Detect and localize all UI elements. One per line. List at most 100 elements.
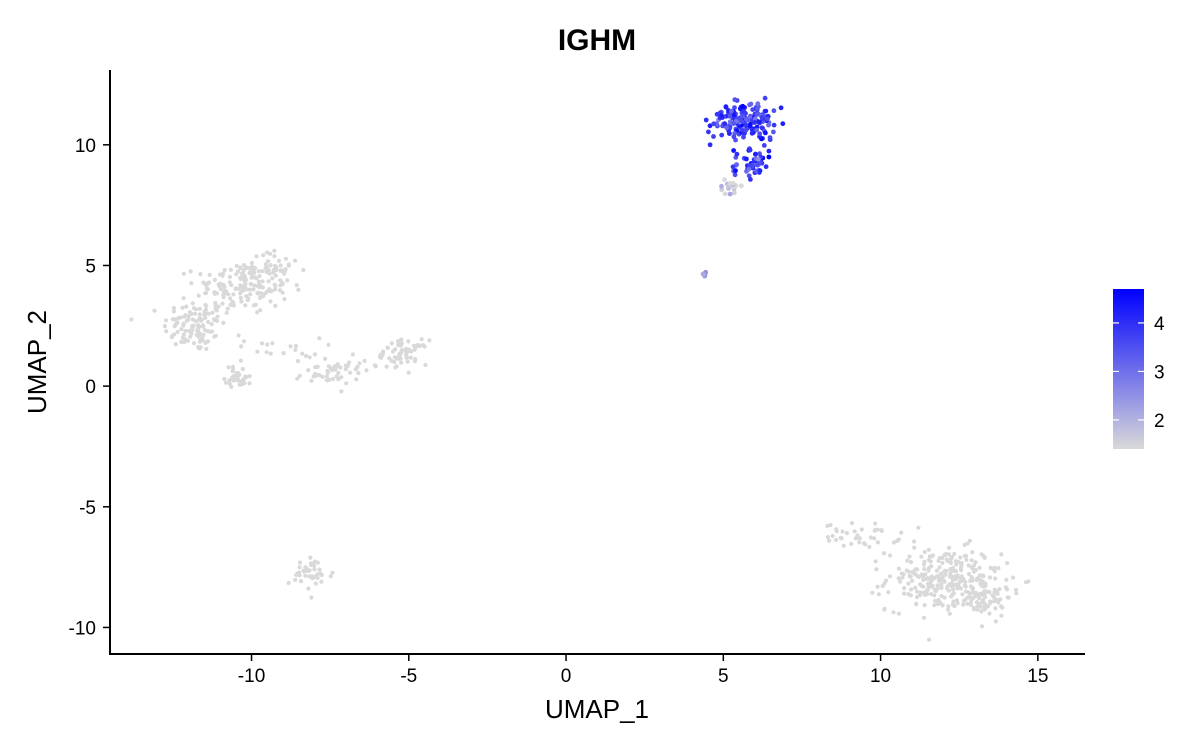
- cell-point: [904, 568, 909, 573]
- cell-point: [1005, 587, 1010, 592]
- cell-point: [943, 572, 948, 577]
- cell-point: [950, 566, 956, 571]
- cell-point: [203, 328, 208, 333]
- cell-point: [245, 298, 250, 303]
- cell-point: [188, 269, 193, 274]
- cell-point: [874, 567, 879, 572]
- cell-point: [973, 560, 978, 565]
- cell-point: [873, 521, 878, 526]
- cell-point: [891, 540, 897, 545]
- cell-point: [315, 572, 320, 577]
- cell-point: [740, 103, 746, 109]
- cell-point: [757, 119, 762, 125]
- cell-point: [969, 558, 974, 563]
- cell-point: [220, 301, 225, 306]
- cell-point: [212, 334, 217, 339]
- cell-point: [273, 284, 278, 289]
- cell-point: [979, 624, 985, 629]
- cell-point: [236, 333, 241, 338]
- cell-point: [197, 312, 202, 317]
- cell-point: [273, 303, 278, 308]
- cell-point: [719, 113, 724, 118]
- cell-point: [171, 306, 176, 311]
- cell-point: [258, 283, 263, 288]
- cell-point: [767, 135, 773, 141]
- cell-point: [747, 147, 753, 153]
- cell-point: [203, 307, 208, 312]
- cell-point: [912, 539, 917, 544]
- cell-point: [844, 531, 850, 536]
- cell-point: [210, 310, 215, 315]
- cell-point: [921, 615, 927, 620]
- cell-point: [293, 343, 298, 349]
- cell-point: [193, 307, 199, 312]
- cell-point: [247, 374, 252, 379]
- cell-point: [825, 523, 830, 529]
- cell-point: [259, 341, 265, 346]
- cell-point: [719, 183, 724, 189]
- cell-point: [966, 563, 971, 568]
- x-tick-label: -10: [238, 666, 265, 687]
- cell-point: [293, 577, 298, 583]
- cell-point: [734, 151, 740, 157]
- cell-point: [964, 557, 969, 562]
- cell-point: [354, 377, 359, 382]
- cell-point: [727, 191, 733, 197]
- cell-point: [827, 538, 832, 543]
- cell-point: [757, 168, 763, 174]
- cell-point: [753, 151, 758, 157]
- cell-point: [766, 148, 772, 154]
- cell-point: [278, 263, 283, 268]
- cell-point: [344, 381, 349, 386]
- cell-point: [339, 375, 344, 380]
- cell-point: [268, 251, 273, 256]
- y-axis-ticks: -10 -5 0 5 10: [69, 136, 110, 639]
- cell-point: [392, 359, 397, 365]
- cell-point: [958, 566, 964, 571]
- cell-point: [268, 299, 273, 304]
- cell-point: [270, 341, 275, 346]
- cell-point: [922, 566, 927, 572]
- cell-point: [923, 572, 928, 577]
- colorbar-tick-label: 2: [1154, 411, 1165, 432]
- cell-point: [258, 308, 263, 313]
- cell-point: [731, 134, 737, 140]
- cell-point: [908, 560, 914, 565]
- cell-point: [357, 361, 362, 366]
- cell-point: [882, 607, 887, 612]
- cell-point: [235, 269, 241, 274]
- cell-point: [285, 278, 290, 283]
- cell-point: [825, 535, 831, 540]
- cell-point: [178, 315, 183, 320]
- cell-point: [227, 280, 232, 285]
- cell-point: [940, 555, 945, 561]
- cell-point: [325, 368, 330, 373]
- cell-point: [286, 580, 291, 586]
- cell-point: [197, 324, 202, 329]
- cell-point: [852, 529, 857, 534]
- x-axis-ticks: -10 -5 0 5 10 15: [238, 654, 1048, 687]
- cell-point: [204, 286, 209, 291]
- cell-point: [765, 116, 770, 122]
- cell-point: [1014, 591, 1019, 596]
- cell-point: [206, 280, 212, 285]
- cell-point: [253, 302, 258, 307]
- colorbar-ticks: 2 3 4: [1113, 314, 1165, 432]
- cell-point: [230, 369, 235, 374]
- cell-point: [754, 127, 759, 133]
- cell-point: [756, 156, 761, 162]
- cell-point: [261, 253, 266, 258]
- cell-point: [939, 584, 944, 589]
- cell-point: [235, 378, 240, 383]
- cell-point: [875, 584, 880, 589]
- cell-point: [297, 373, 302, 378]
- cell-point: [247, 381, 252, 386]
- cell-point: [868, 535, 874, 540]
- cell-point: [163, 318, 169, 323]
- cell-point: [250, 273, 255, 278]
- cell-point: [419, 337, 424, 342]
- cell-point: [180, 305, 185, 310]
- cell-point: [185, 338, 190, 343]
- cell-point: [195, 328, 201, 333]
- cell-point: [746, 166, 752, 172]
